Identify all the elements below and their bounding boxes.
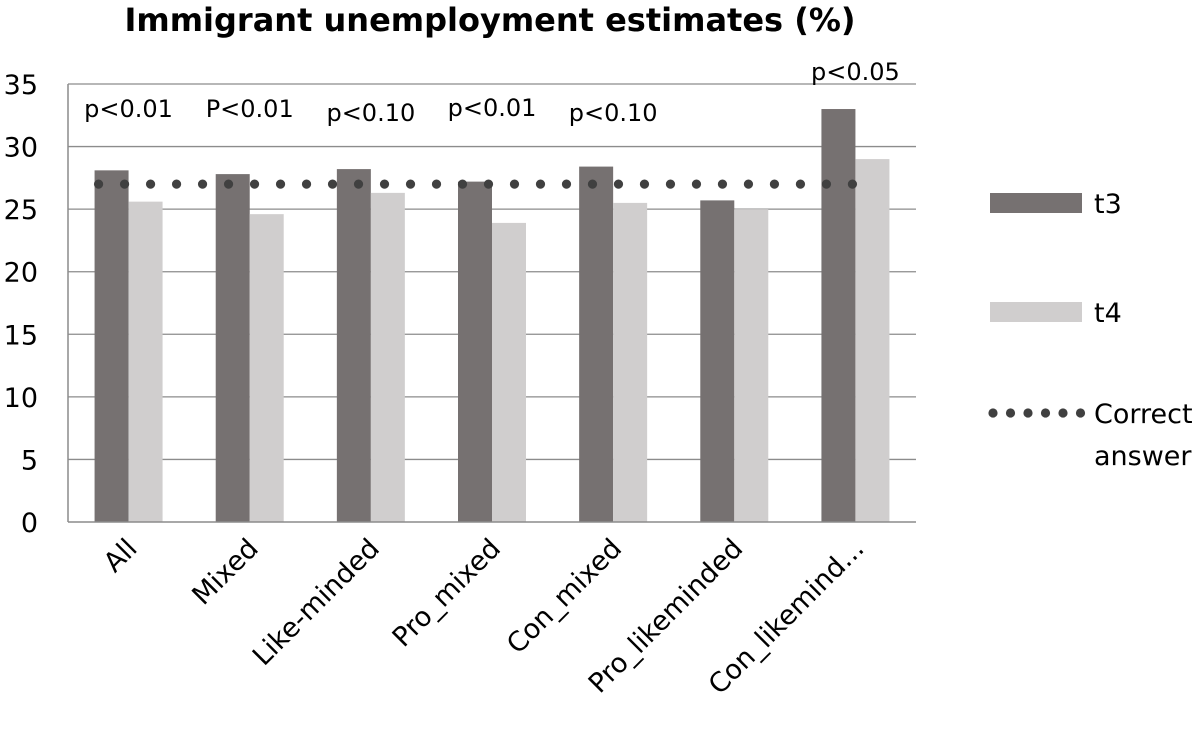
annotation-label: p<0.05	[811, 58, 900, 86]
reference-dot	[587, 179, 598, 189]
y-tick-labels: 0 5 10 15 20 25 30 35	[4, 70, 38, 539]
reference-dot	[561, 179, 572, 189]
reference-dot	[691, 179, 702, 189]
bar-t3-6	[700, 200, 735, 522]
bar-t4-4	[492, 222, 526, 522]
y-tick-label: 0	[21, 508, 38, 539]
x-tick-label: Con_mixed	[501, 533, 628, 660]
y-tick-label: 5	[21, 445, 38, 476]
y-tick-label: 20	[4, 258, 38, 289]
reference-dot	[847, 179, 858, 189]
reference-dot	[405, 179, 416, 189]
reference-dot	[717, 179, 728, 189]
bar-t3-1	[94, 170, 129, 522]
bar-t3-7	[821, 109, 856, 523]
bars	[94, 109, 890, 523]
reference-dot	[457, 179, 468, 189]
y-tick-label: 10	[4, 383, 38, 414]
reference-dot	[795, 179, 806, 189]
bar-t3-3	[336, 169, 371, 522]
reference-dot	[639, 179, 650, 189]
legend-label-t3: t3	[1094, 189, 1122, 220]
y-tick-label: 35	[4, 70, 38, 101]
significance-annotations: p<0.01 P<0.01 p<0.10 p<0.01 p<0.10 p<0.05	[84, 58, 900, 127]
annotation-label: p<0.01	[84, 95, 173, 123]
annotation-label: P<0.01	[206, 95, 294, 123]
reference-dot	[301, 179, 312, 189]
legend-reference-dot	[1023, 408, 1033, 418]
reference-dot	[379, 179, 390, 189]
reference-dot	[197, 179, 208, 189]
annotation-label: p<0.10	[569, 99, 658, 127]
reference-dot	[249, 179, 260, 189]
reference-dot	[483, 179, 494, 189]
bar-t3-2	[215, 174, 250, 523]
x-tick-label: Pro_mixed	[387, 533, 507, 653]
reference-dot	[353, 179, 364, 189]
x-tick-label: Like-minded	[247, 533, 386, 672]
reference-dot	[769, 179, 780, 189]
reference-dot	[665, 179, 676, 189]
legend-reference-dot	[1075, 408, 1086, 418]
reference-dot	[535, 179, 546, 189]
reference-line	[93, 179, 858, 189]
chart-title: Immigrant unemployment estimates (%)	[124, 1, 855, 39]
legend-reference-dot	[1005, 408, 1016, 418]
legend-reference-dot	[1058, 408, 1068, 418]
reference-dot	[821, 179, 832, 189]
reference-dot	[145, 179, 156, 189]
bar-t4-1	[128, 201, 163, 523]
reference-dot	[613, 179, 624, 189]
bar-t4-3	[370, 192, 405, 523]
legend-swatch-t4	[990, 302, 1082, 322]
reference-dot	[223, 179, 234, 189]
reference-dot	[327, 179, 338, 189]
legend-reference-dot	[988, 408, 998, 418]
legend-swatch-t3	[990, 193, 1082, 213]
reference-dot	[509, 179, 520, 189]
y-tick-label: 25	[4, 195, 38, 226]
legend: t3 t4 Correct answer	[988, 189, 1193, 472]
reference-dot	[431, 179, 442, 189]
x-tick-label: All	[98, 533, 144, 579]
y-tick-label: 30	[4, 133, 38, 164]
bar-t4-5	[613, 202, 648, 522]
reference-dot	[93, 179, 104, 189]
x-tick-label: Mixed	[186, 533, 264, 611]
bar-t4-2	[249, 214, 284, 523]
bar-t3-5	[579, 166, 614, 522]
legend-label-correct-answer: Correct answer	[1094, 399, 1193, 472]
bar-t4-6	[734, 209, 769, 522]
annotation-label: p<0.01	[448, 94, 537, 122]
bar-t4-7	[855, 159, 890, 523]
bar-t3-4	[458, 181, 492, 522]
reference-dot	[171, 179, 182, 189]
reference-dot	[275, 179, 286, 189]
legend-label-t4: t4	[1094, 298, 1122, 329]
axes	[67, 84, 916, 523]
reference-dot	[119, 179, 130, 189]
y-tick-label: 15	[4, 320, 38, 351]
annotation-label: p<0.10	[326, 99, 415, 127]
legend-reference-dot	[1040, 408, 1051, 418]
reference-dot	[743, 179, 754, 189]
